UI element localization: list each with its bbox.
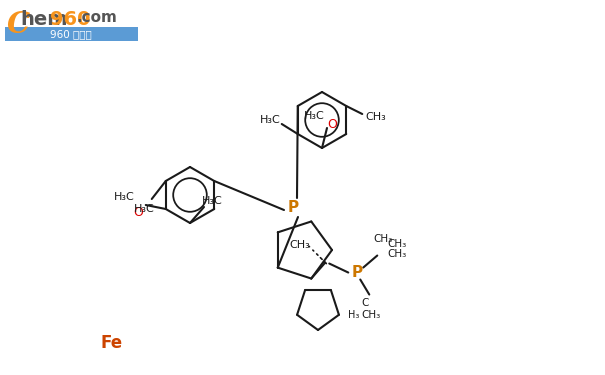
Text: H₃C: H₃C: [201, 196, 223, 206]
FancyBboxPatch shape: [5, 27, 138, 41]
Text: CH₃: CH₃: [289, 240, 310, 249]
Text: O: O: [327, 117, 337, 130]
Text: H₃C: H₃C: [304, 111, 324, 121]
Text: CH₃: CH₃: [366, 112, 387, 122]
Text: hem: hem: [20, 10, 68, 29]
Text: P: P: [352, 265, 363, 280]
Text: O: O: [133, 207, 143, 219]
Text: .com: .com: [77, 10, 118, 25]
Text: 960 化工网: 960 化工网: [50, 29, 92, 39]
Text: CH₃: CH₃: [362, 309, 381, 320]
Text: H₃C: H₃C: [260, 115, 280, 125]
Text: CH₃: CH₃: [388, 238, 407, 249]
Text: C: C: [362, 297, 369, 307]
Text: Fe: Fe: [100, 334, 122, 352]
Text: P: P: [287, 200, 298, 214]
Text: H₃C: H₃C: [133, 204, 154, 214]
Text: CH₃: CH₃: [374, 234, 393, 243]
Text: 960: 960: [50, 10, 91, 29]
Text: CH₃: CH₃: [388, 249, 407, 258]
Text: H₃: H₃: [348, 309, 359, 320]
Text: C: C: [7, 10, 30, 39]
Text: H₃C: H₃C: [113, 192, 134, 202]
